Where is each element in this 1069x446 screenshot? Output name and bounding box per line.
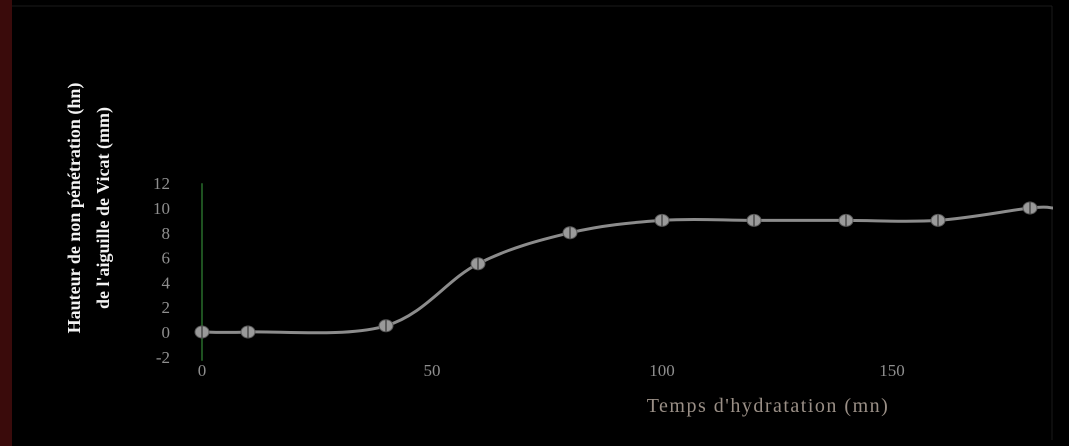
y-tick-label: 12 bbox=[153, 174, 170, 193]
y-tick-label: 10 bbox=[153, 199, 170, 218]
y-axis-label-line1: Hauteur de non pénétration (hn) bbox=[64, 83, 85, 334]
frame-left-edge bbox=[0, 0, 12, 446]
series-markers bbox=[194, 201, 1038, 339]
y-tick-label: -2 bbox=[156, 348, 170, 367]
x-tick-label: 150 bbox=[879, 361, 905, 380]
y-tick-labels: -2 0 2 4 6 8 10 12 bbox=[153, 174, 171, 367]
x-tick-label: 50 bbox=[424, 361, 441, 380]
y-tick-label: 6 bbox=[162, 249, 171, 268]
x-tick-labels: 0 50 100 150 bbox=[198, 361, 905, 380]
x-tick-label: 0 bbox=[198, 361, 207, 380]
y-tick-label: 8 bbox=[162, 224, 171, 243]
y-tick-label: 4 bbox=[162, 273, 171, 292]
y-tick-label: 2 bbox=[162, 298, 171, 317]
y-axis-label-line2: de l'aiguille de Vicat (mm) bbox=[93, 107, 114, 309]
x-tick-label: 100 bbox=[649, 361, 675, 380]
x-axis-label: Temps d'hydratation (mn) bbox=[647, 395, 890, 417]
y-tick-label: 0 bbox=[162, 323, 171, 342]
